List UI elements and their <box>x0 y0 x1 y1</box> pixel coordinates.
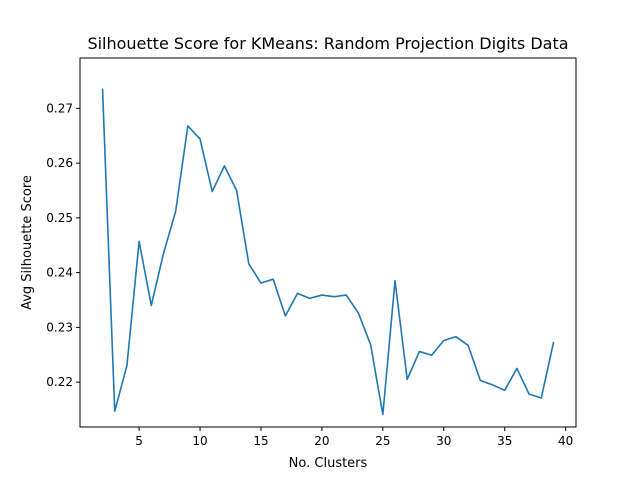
x-tick-label: 15 <box>253 434 268 448</box>
x-tick-label: 20 <box>314 434 329 448</box>
x-tick-label: 5 <box>135 434 143 448</box>
y-axis: 0.22 0.23 0.24 0.25 0.26 0.27 <box>46 101 80 389</box>
plot-frame <box>79 57 577 428</box>
x-tick-label: 30 <box>436 434 451 448</box>
chart-title: Silhouette Score for KMeans: Random Proj… <box>87 34 568 53</box>
series-line <box>101 88 555 416</box>
y-tick-label: 0.22 <box>46 375 73 389</box>
y-tick-label: 0.27 <box>46 101 73 115</box>
x-tick-label: 25 <box>375 434 390 448</box>
x-tick-label: 40 <box>558 434 573 448</box>
y-tick-label: 0.25 <box>46 211 73 225</box>
x-axis: 5 10 15 20 25 30 35 40 <box>135 427 573 448</box>
y-tick-label: 0.26 <box>46 156 73 170</box>
series-layer <box>101 88 555 416</box>
y-tick-label: 0.24 <box>46 266 73 280</box>
y-tick-label: 0.23 <box>46 320 73 334</box>
x-tick-label: 10 <box>192 434 207 448</box>
x-tick-label: 35 <box>497 434 512 448</box>
y-axis-label: Avg Silhouette Score <box>20 175 35 310</box>
x-axis-label: No. Clusters <box>289 456 368 471</box>
plot-area: 5 10 15 20 25 30 35 40 0.22 0.23 0.24 0.25 0.26 0.27 <box>46 57 577 448</box>
